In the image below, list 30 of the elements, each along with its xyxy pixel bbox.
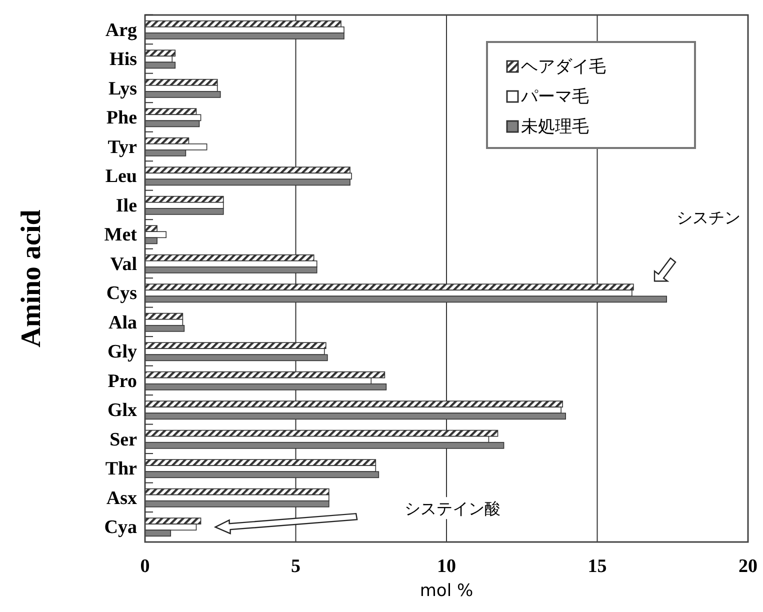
y-tick-label: Cya	[104, 517, 138, 538]
y-tick-label: Glx	[107, 400, 138, 422]
x-tick-label: 0	[140, 556, 150, 577]
y-tick-label: Met	[104, 224, 138, 246]
y-tick-label: Thr	[105, 458, 138, 480]
legend-label: ヘアダイ毛	[521, 57, 606, 77]
x-axis-title: mol %	[420, 581, 474, 601]
y-tick-label: Pro	[108, 370, 137, 392]
y-tick-label: Cys	[106, 283, 137, 304]
y-tick-label: Gly	[107, 342, 138, 363]
y-tick-label: Val	[110, 254, 137, 275]
y-tick-label: Tyr	[108, 136, 138, 158]
annotation: システイン酸	[404, 499, 500, 518]
x-tick-label: 5	[291, 556, 300, 577]
y-tick-label: Phe	[106, 108, 137, 129]
y-tick-label: Arg	[105, 20, 138, 41]
y-tick-label: Asx	[106, 488, 138, 509]
y-tick-label: Leu	[105, 166, 138, 188]
x-tick-label: 15	[588, 556, 607, 577]
x-tick-label: 20	[738, 556, 758, 577]
y-tick-label: Ile	[116, 195, 137, 216]
y-tick-label: Ala	[108, 312, 138, 334]
y-tick-label: Ser	[110, 429, 138, 450]
x-tick-label: 10	[437, 556, 456, 577]
y-tick-label: Lys	[108, 78, 137, 100]
annotation: シスチン	[676, 208, 741, 228]
y-tick-label: His	[110, 49, 137, 70]
legend-label: パーマ毛	[520, 87, 589, 107]
y-axis-title: Amino acid	[16, 209, 47, 348]
legend-label: 未処理毛	[521, 117, 589, 137]
